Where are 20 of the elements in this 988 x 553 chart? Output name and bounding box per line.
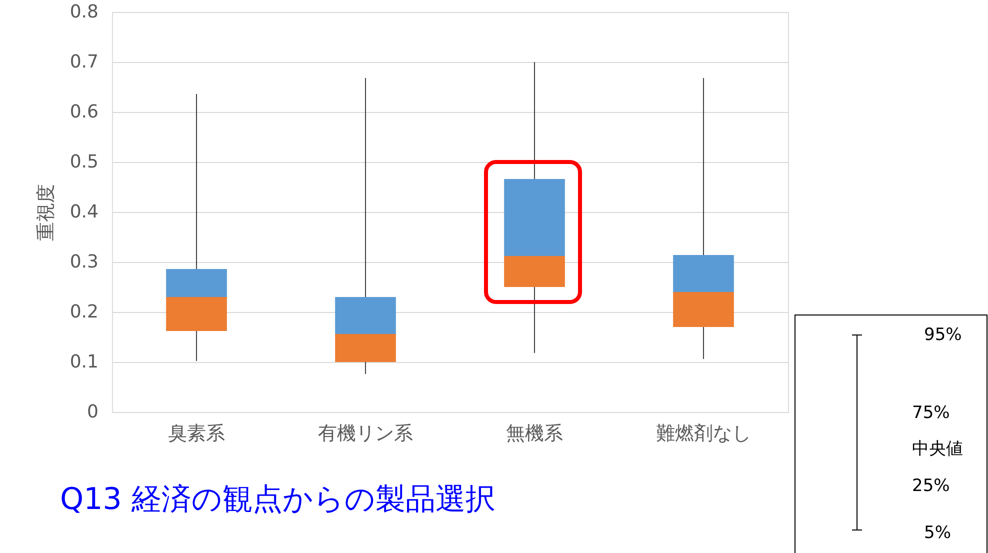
y-tick-label: 0.3 <box>70 252 98 272</box>
y-tick-label: 0.5 <box>70 152 98 172</box>
y-tick-label: 0.1 <box>70 352 98 372</box>
y-axis-title: 重視度 <box>34 184 57 241</box>
y-tick-label: 0.4 <box>70 202 98 222</box>
text: 95% <box>924 325 962 345</box>
y-tick-label: 0.6 <box>70 102 98 122</box>
y-tick-label: 0.2 <box>70 302 98 322</box>
y-tick-label: 0.8 <box>70 2 98 22</box>
x-tick-label: 無機系 <box>506 422 563 444</box>
text: 25% <box>912 476 950 496</box>
x-tick-label: 有機リン系 <box>318 422 413 444</box>
text: 5% <box>924 523 951 543</box>
x-tick-label: 臭素系 <box>168 422 225 444</box>
text: 75% <box>912 403 950 423</box>
x-tick-label: 難燃剤なし <box>656 422 751 444</box>
text: 中央値 <box>912 439 963 459</box>
y-tick-label: 0 <box>87 402 98 422</box>
y-tick-label: 0.7 <box>70 52 98 72</box>
text: Q13 経済の観点からの製品選択 <box>60 482 496 517</box>
